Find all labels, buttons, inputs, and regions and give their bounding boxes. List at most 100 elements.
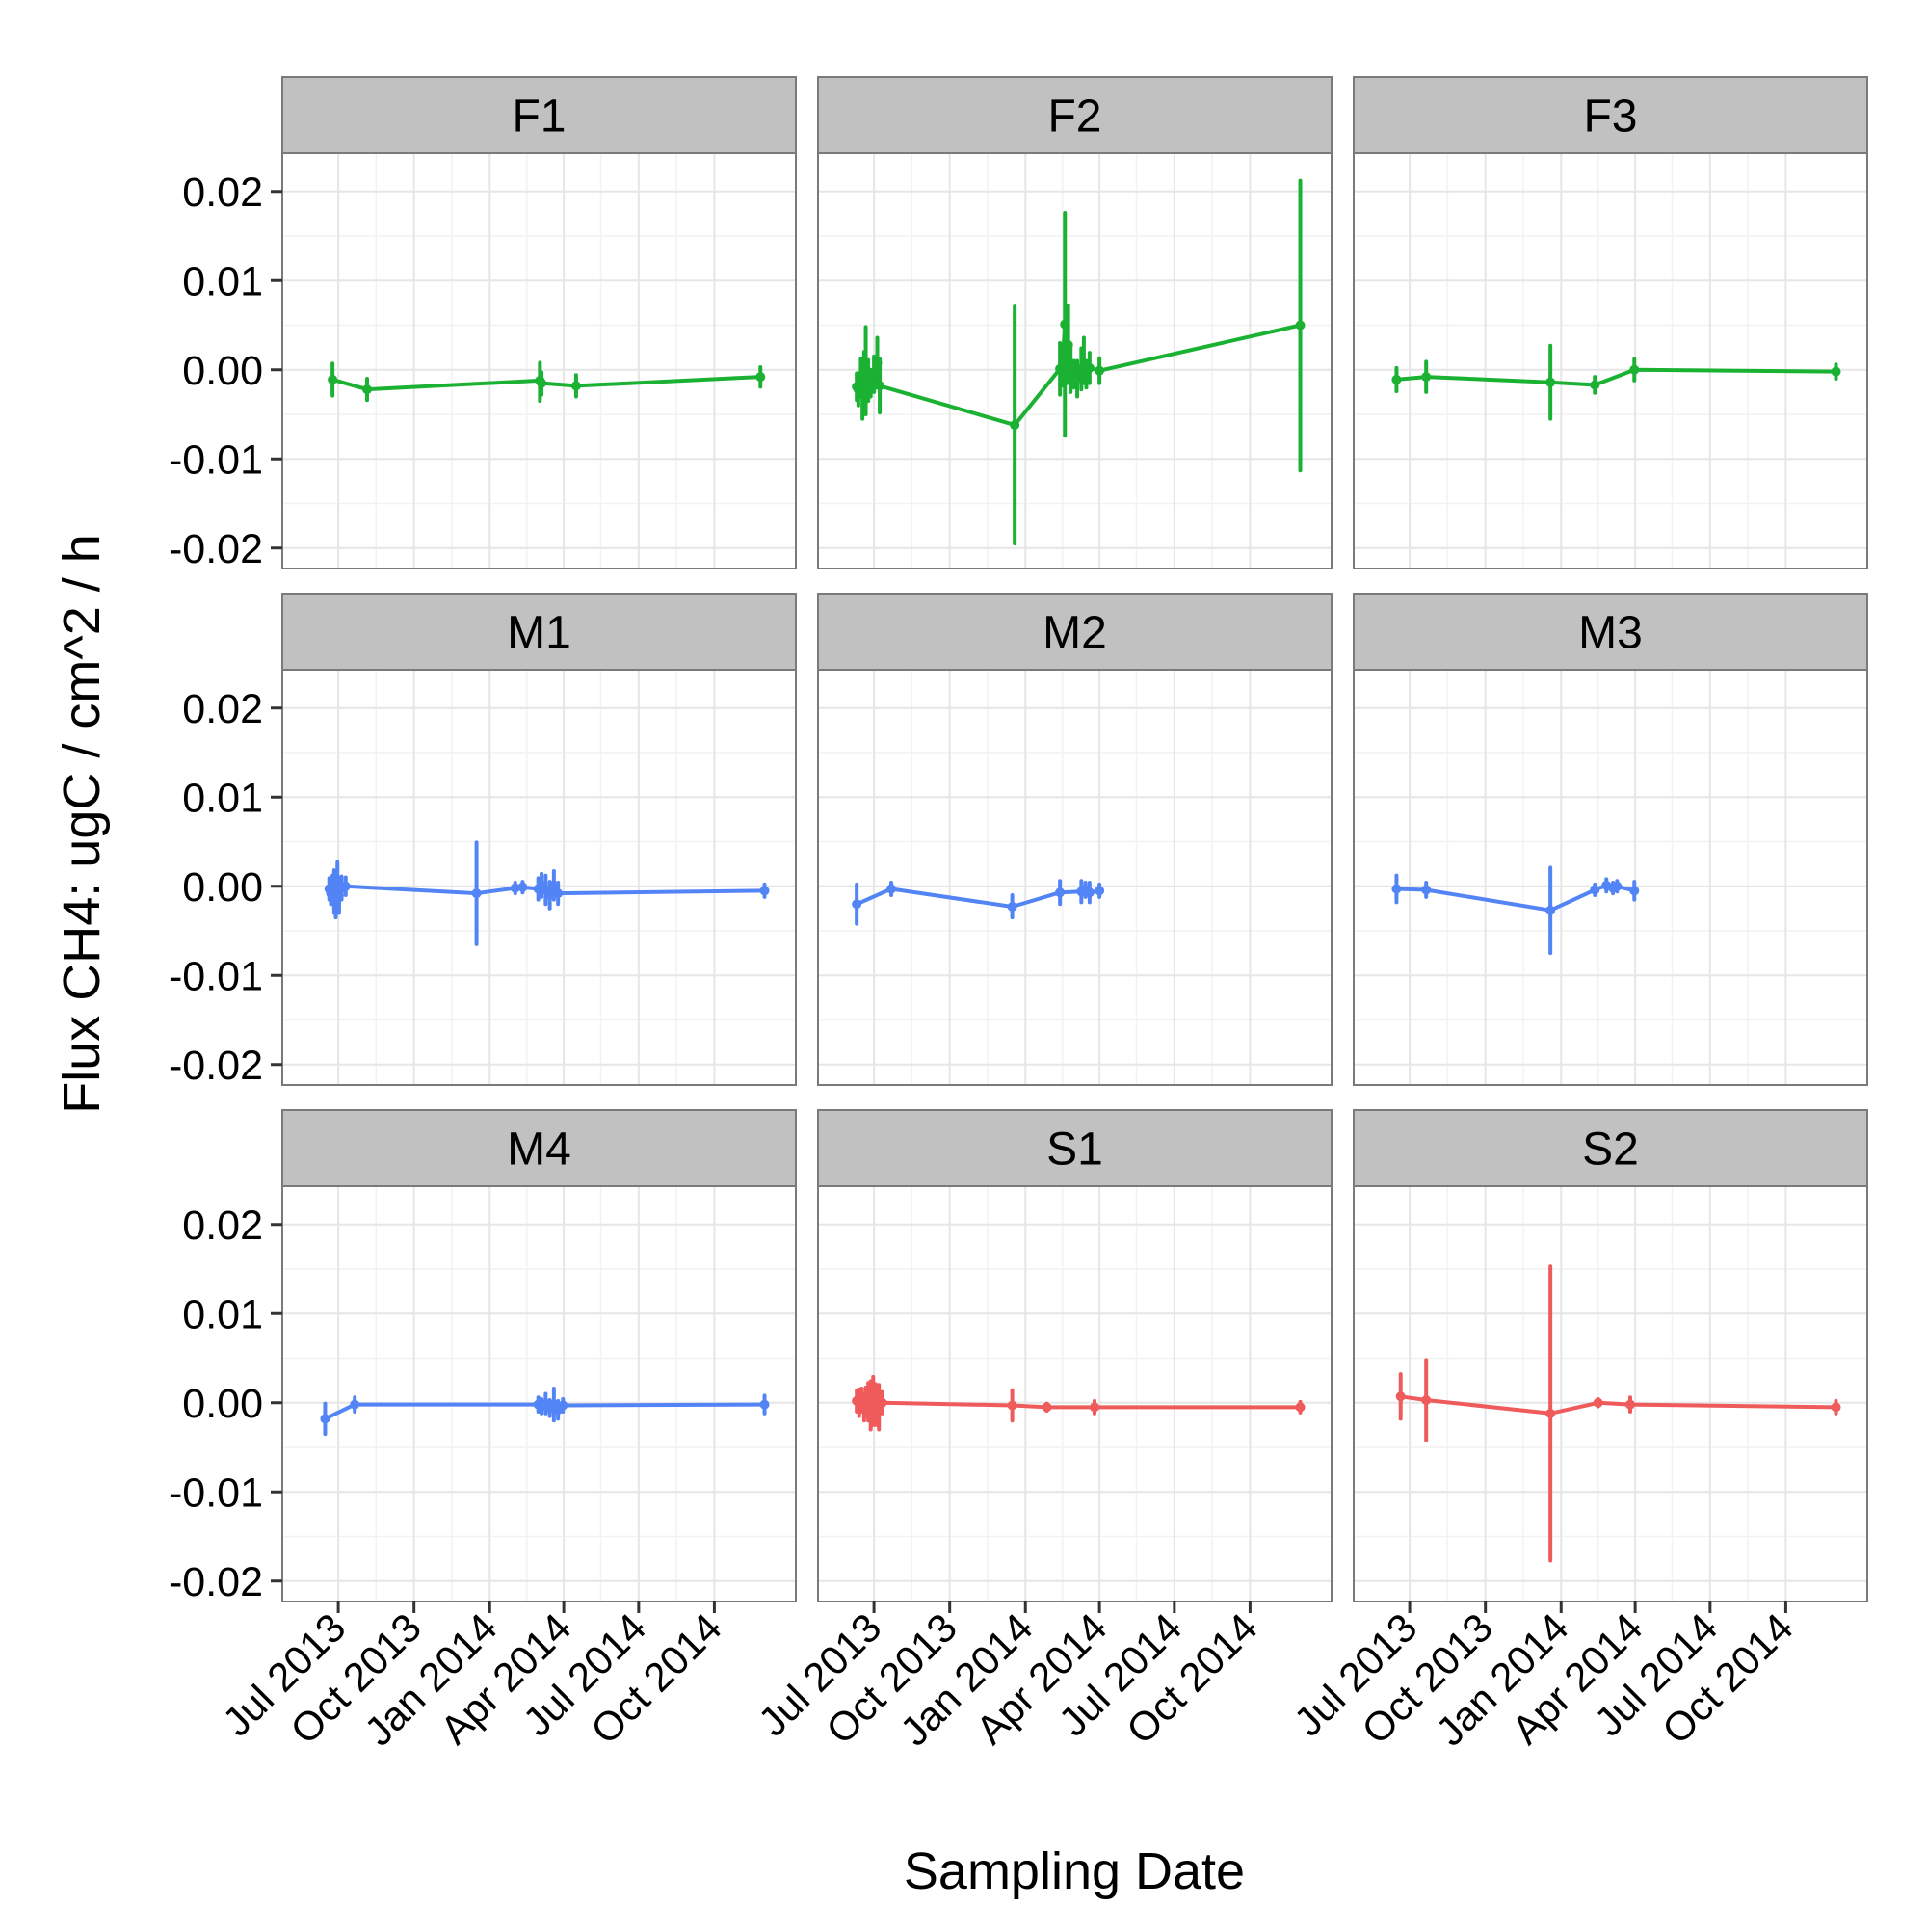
panel-border	[281, 1185, 797, 1602]
panel-border	[1353, 152, 1868, 569]
data-point	[759, 886, 770, 896]
data-point	[1545, 905, 1556, 915]
data-point	[1421, 1394, 1432, 1405]
x-axis-label: Sampling Date	[904, 1842, 1245, 1900]
y-tick-label: 0.01	[182, 1291, 263, 1337]
y-tick-label: 0.00	[182, 864, 263, 911]
data-point	[1831, 366, 1841, 377]
facet-panel-f3: F3	[1353, 76, 1868, 569]
facet-strip-label: S1	[1046, 1125, 1103, 1176]
data-point	[1295, 320, 1306, 331]
facet-strip	[281, 76, 797, 154]
y-tick-label: -0.02	[169, 526, 263, 572]
y-tick-label: 0.02	[182, 686, 263, 732]
facet-strip-label: F3	[1583, 92, 1637, 143]
data-point	[1545, 377, 1556, 387]
y-tick-label: -0.01	[169, 437, 263, 483]
panel-border	[1353, 1185, 1868, 1602]
facet-panels: F1 -0.02 -0.01 0.00 0.01 0.02 F2 F3 M1 -0.02 -0.01…	[169, 76, 1868, 1755]
data-point	[1593, 1397, 1603, 1408]
panel-background	[282, 1186, 796, 1601]
data-point	[570, 381, 581, 391]
panel-border	[817, 1185, 1333, 1602]
facet-panel-m1: M1 -0.02 -0.01 0.00 0.01 0.02	[169, 593, 797, 1089]
data-point	[1295, 1402, 1306, 1413]
data-point	[558, 1400, 568, 1411]
data-point	[886, 884, 897, 894]
facet-panel-m2: M2	[817, 593, 1333, 1086]
data-point	[1421, 372, 1432, 383]
data-point	[1084, 887, 1095, 898]
data-point	[1612, 881, 1623, 891]
facet-strip	[817, 593, 1333, 671]
facet-strip-label: S2	[1582, 1125, 1639, 1176]
data-point	[537, 378, 547, 388]
data-point	[361, 384, 372, 395]
facet-strip	[817, 76, 1333, 154]
data-point	[1590, 885, 1600, 895]
data-point	[1089, 1402, 1099, 1413]
data-point	[553, 888, 564, 899]
panel-background	[818, 670, 1332, 1085]
panel-background	[282, 153, 796, 569]
panel-background	[818, 1186, 1332, 1601]
panel-background	[1354, 153, 1867, 569]
facet-panel-f2: F2	[817, 76, 1333, 569]
data-point	[1545, 1408, 1556, 1418]
data-point	[1084, 362, 1095, 373]
facet-strip	[281, 1109, 797, 1187]
facet-panel-m3: M3	[1353, 593, 1868, 1086]
data-point	[320, 1414, 330, 1424]
y-tick-label: -0.02	[169, 1559, 263, 1605]
y-axis-label: Flux CH4: ugC / cm^2 / h	[53, 534, 111, 1114]
facet-strip-label: M4	[507, 1125, 571, 1176]
data-point	[875, 381, 885, 391]
data-point	[1624, 1399, 1635, 1410]
data-point	[1095, 886, 1105, 896]
y-tick-label: -0.02	[169, 1043, 263, 1089]
y-tick-label: 0.00	[182, 348, 263, 394]
panel-background	[1354, 1186, 1867, 1601]
data-point	[510, 883, 520, 893]
panel-border	[281, 669, 797, 1086]
data-point	[759, 1399, 770, 1410]
data-point	[1629, 364, 1640, 375]
facet-strip-label: M3	[1578, 608, 1643, 659]
facet-strip-label: M2	[1043, 608, 1107, 659]
data-point	[877, 1397, 887, 1408]
panel-border	[1353, 669, 1868, 1086]
data-point	[1421, 885, 1432, 895]
y-tick-label: 0.02	[182, 170, 263, 216]
data-point	[755, 372, 766, 383]
data-point	[328, 374, 338, 384]
data-point	[350, 1399, 360, 1410]
panel-border	[817, 152, 1333, 569]
panel-background	[1354, 670, 1867, 1085]
y-tick-label: 0.00	[182, 1381, 263, 1427]
y-tick-label: -0.01	[169, 1469, 263, 1516]
data-point	[1007, 902, 1017, 913]
data-point	[1055, 887, 1066, 898]
data-point	[1007, 1400, 1017, 1411]
facet-strip-label: F2	[1047, 92, 1101, 143]
facet-strip-label: M1	[507, 608, 571, 659]
data-point	[1395, 1391, 1406, 1402]
panel-border	[281, 152, 797, 569]
data-point	[517, 882, 528, 892]
series-line	[1396, 367, 1836, 387]
data-point	[1095, 365, 1105, 376]
y-tick-label: 0.01	[182, 258, 263, 304]
panel-border	[817, 669, 1333, 1086]
data-point	[852, 899, 862, 910]
data-point	[1391, 884, 1402, 894]
facet-strip	[817, 1109, 1333, 1187]
facet-strip	[1353, 593, 1868, 671]
facet-panel-f1: F1 -0.02 -0.01 0.00 0.01 0.02	[169, 76, 797, 572]
data-point	[1391, 374, 1402, 384]
y-tick-label: -0.01	[169, 953, 263, 999]
